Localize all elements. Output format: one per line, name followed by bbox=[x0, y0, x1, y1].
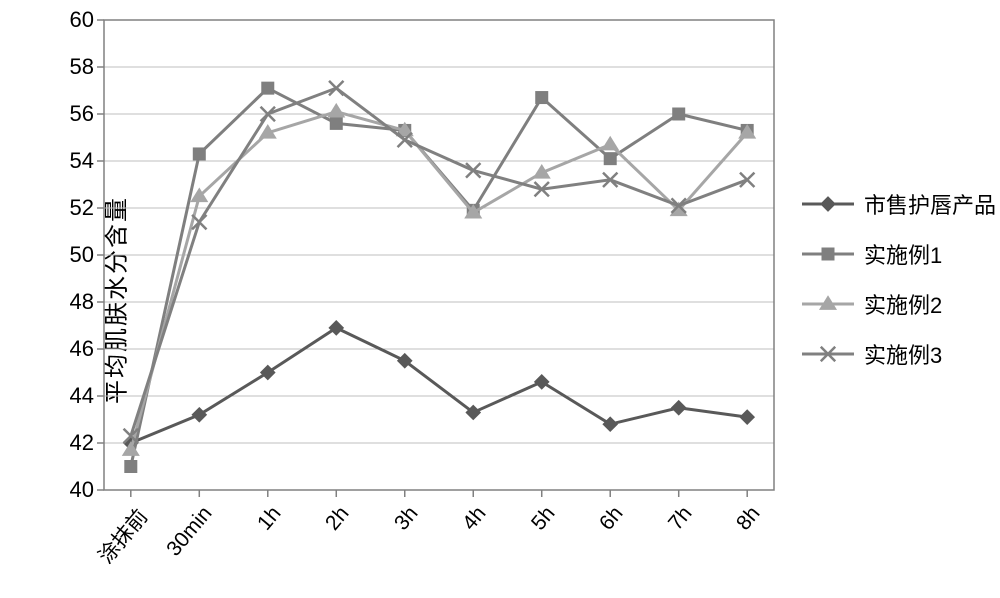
legend-item: 实施例3 bbox=[800, 340, 996, 368]
y-tick-label: 50 bbox=[70, 242, 94, 268]
legend-marker bbox=[800, 190, 856, 218]
y-tick-label: 46 bbox=[70, 336, 94, 362]
y-tick-label: 44 bbox=[70, 383, 94, 409]
legend-marker bbox=[800, 290, 856, 318]
legend-marker bbox=[800, 340, 856, 368]
y-tick-label: 58 bbox=[70, 54, 94, 80]
y-tick-label: 40 bbox=[70, 477, 94, 503]
legend-label: 市售护唇产品 bbox=[864, 188, 996, 220]
chart-container: 平均肌肤水分含量 4042444648505254565860 涂抹前30min… bbox=[0, 0, 1000, 598]
legend-item: 实施例2 bbox=[800, 290, 996, 318]
legend-marker bbox=[800, 240, 856, 268]
y-tick-label: 60 bbox=[70, 7, 94, 33]
legend: 市售护唇产品实施例1 实施例2 实施例3 bbox=[800, 190, 996, 390]
y-tick-label: 56 bbox=[70, 101, 94, 127]
legend-label: 实施例1 bbox=[864, 238, 942, 270]
legend-item: 实施例1 bbox=[800, 240, 996, 268]
y-tick-label: 52 bbox=[70, 195, 94, 221]
y-tick-label: 42 bbox=[70, 430, 94, 456]
legend-label: 实施例3 bbox=[864, 338, 942, 370]
legend-item: 市售护唇产品 bbox=[800, 190, 996, 218]
y-tick-label: 48 bbox=[70, 289, 94, 315]
y-tick-label: 54 bbox=[70, 148, 94, 174]
legend-label: 实施例2 bbox=[864, 288, 942, 320]
